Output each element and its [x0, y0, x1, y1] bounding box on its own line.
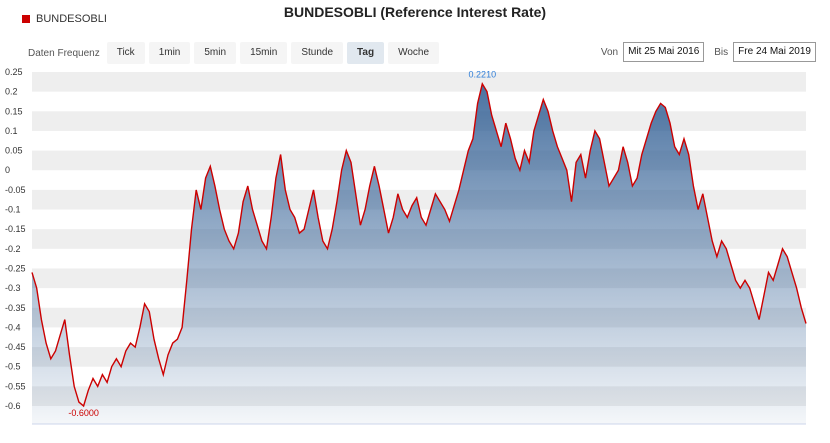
series-line — [31, 81, 807, 408]
y-tick-label: -0.4 — [5, 322, 21, 332]
y-tick-label: -0.6 — [5, 401, 21, 411]
annotations: 0.2210 -0.6000 — [68, 69, 496, 418]
legend-label: BUNDESOBLI — [36, 13, 107, 25]
y-tick-label: 0.15 — [5, 106, 23, 116]
y-tick-label: 0.1 — [5, 126, 18, 136]
y-tick-label: 0.2 — [5, 87, 18, 97]
y-tick-label: -0.5 — [5, 362, 21, 372]
y-tick-label: -0.3 — [5, 283, 21, 293]
y-tick-label: -0.55 — [5, 381, 26, 391]
freq-button-5min[interactable]: 5min — [194, 42, 237, 64]
frequency-label: Daten Frequenz — [28, 47, 100, 59]
y-tick-label: 0 — [5, 165, 10, 175]
legend-swatch — [22, 15, 30, 23]
freq-button-1min[interactable]: 1min — [148, 42, 191, 64]
y-tick-label: 0.05 — [5, 146, 23, 156]
series-area-fill — [32, 83, 806, 425]
y-tick-label: -0.15 — [5, 224, 26, 234]
y-tick-label: -0.25 — [5, 263, 26, 273]
max-annotation: 0.2210 — [469, 69, 497, 79]
y-axis: 0.25 0.2 0.15 0.1 0.05 0 -0.05 -0.1 -0.15 -0.2 -0.… — [5, 67, 26, 411]
freq-button-15min[interactable]: 15min — [240, 42, 288, 64]
grid-band — [32, 72, 806, 92]
frequency-toolbar: Daten Frequenz Tick 1min 5min 15min Stun… — [28, 42, 440, 64]
y-tick-label: -0.35 — [5, 303, 26, 313]
grid-band — [32, 111, 806, 131]
to-date-input[interactable]: Fre 24 Mai 2019 — [733, 42, 816, 62]
freq-button-stunde[interactable]: Stunde — [291, 42, 344, 64]
freq-button-woche[interactable]: Woche — [388, 42, 440, 64]
min-annotation: -0.6000 — [68, 408, 99, 418]
y-tick-label: -0.05 — [5, 185, 26, 195]
y-tick-label: -0.1 — [5, 205, 21, 215]
legend: BUNDESOBLI — [22, 13, 107, 25]
date-range: Von Mit 25 Mai 2016 Bis Fre 24 Mai 2019 — [591, 42, 816, 62]
from-date-input[interactable]: Mit 25 Mai 2016 — [623, 42, 705, 62]
freq-button-tag[interactable]: Tag — [347, 42, 385, 64]
chart-title: BUNDESOBLI (Reference Interest Rate) — [283, 4, 547, 20]
from-label: Von — [600, 46, 619, 58]
freq-button-tick[interactable]: Tick — [106, 42, 145, 64]
grid-band — [32, 150, 806, 171]
y-tick-label: -0.2 — [5, 244, 21, 254]
y-tick-label: -0.45 — [5, 342, 26, 352]
to-label: Bis — [714, 46, 729, 58]
y-tick-label: 0.25 — [5, 67, 23, 77]
